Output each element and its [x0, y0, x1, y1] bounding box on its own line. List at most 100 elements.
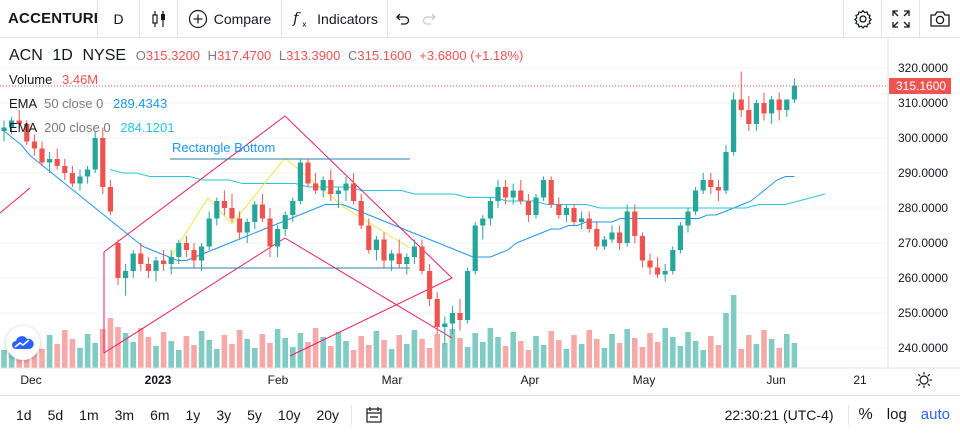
range-button-3m[interactable]: 3m [114, 406, 135, 423]
range-button-5d[interactable]: 5d [47, 406, 64, 423]
candle-body [69, 173, 75, 184]
chart-type-button[interactable] [140, 0, 178, 38]
legend-open-label: O [135, 48, 146, 63]
volume-bar [229, 344, 235, 368]
candle-body [571, 208, 577, 222]
time-axis: Dec 2023 Feb Mar Apr May Jun 21 [20, 373, 867, 387]
bottom-divider [351, 404, 353, 425]
volume-bar [404, 344, 410, 368]
compare-button[interactable]: Compare [178, 0, 282, 38]
price-tick-label: 300.0000 [898, 131, 948, 145]
volume-bar [601, 348, 608, 368]
volume-bar [609, 334, 615, 368]
settings-button[interactable] [844, 0, 882, 38]
legend-open-value: 315.3200 [145, 48, 201, 63]
candle-body [761, 103, 767, 114]
candle-body [563, 208, 569, 215]
range-button-1y[interactable]: 1y [185, 406, 201, 423]
range-button-1m[interactable]: 1m [79, 406, 99, 423]
volume-bar [39, 349, 45, 368]
percent-toggle[interactable]: % [858, 405, 873, 423]
volume-bar [145, 337, 152, 368]
legend-volume-row[interactable]: Volume 3.46M [9, 68, 523, 92]
range-button-6m[interactable]: 6m [150, 406, 170, 423]
candle-body [138, 253, 144, 264]
legend-ema50-label: EMA [9, 96, 37, 111]
legend-ema200-row[interactable]: EMA 200 close 0 284.1201 [9, 116, 523, 140]
time-tick-label: Apr [521, 373, 540, 387]
candle-body [442, 323, 448, 327]
log-toggle[interactable]: log [886, 406, 907, 423]
range-button-10y[interactable]: 10y [277, 406, 301, 423]
candle-body [47, 159, 53, 163]
settings-sun-icon [919, 375, 929, 385]
compare-label: Compare [213, 10, 272, 27]
chart-logo[interactable] [6, 326, 40, 360]
chart-legend: ACN 1D NYSE O315.3200 H317.4700 L313.390… [9, 44, 523, 140]
bottom-divider-2 [847, 404, 849, 425]
volume-bar [115, 327, 121, 368]
interval-button[interactable]: D [98, 0, 140, 38]
volume-bar [312, 328, 319, 368]
auto-toggle[interactable]: auto [920, 406, 950, 423]
ema200-line [109, 169, 826, 209]
volume-bar [388, 349, 395, 368]
range-button-20y[interactable]: 20y [316, 406, 340, 423]
candle-body [480, 218, 486, 226]
candle-body [670, 250, 676, 271]
volume-bar [343, 341, 349, 368]
candle-body [275, 229, 281, 247]
candle-body [472, 225, 478, 271]
fullscreen-button[interactable] [882, 0, 920, 38]
legend-ema50-row[interactable]: EMA 50 close 0 289.4343 [9, 92, 523, 116]
legend-volume-value: 3.46M [62, 72, 99, 87]
candle-body [746, 110, 752, 124]
legend-ema50-params: 50 close 0 [44, 96, 104, 111]
volume-bar [214, 349, 220, 368]
volume-bar [571, 335, 577, 368]
candle-body [449, 313, 455, 324]
symbol-search[interactable]: ACCENTURE [0, 0, 98, 38]
range-button-5y[interactable]: 5y [247, 406, 262, 423]
clock[interactable]: 22:30:21 (UTC-4) [724, 406, 834, 423]
undo-button[interactable] [388, 0, 416, 38]
candle-body [290, 201, 296, 215]
candle-body [373, 239, 379, 250]
candle-body [366, 225, 372, 250]
volume-bar [738, 349, 744, 368]
candle-body [343, 183, 349, 191]
volume-bar [122, 333, 129, 368]
candle-body [396, 253, 402, 264]
range-button-1d[interactable]: 1d [16, 406, 32, 423]
volume-bar [252, 348, 258, 368]
volume-bar [373, 331, 380, 368]
legend-change: +3.6800 (+1.18%) [419, 48, 524, 63]
volume-bar [753, 344, 760, 368]
legend-ema50-value: 289.4343 [112, 96, 168, 111]
volume-bar [556, 340, 562, 368]
price-tick-label: 310.0000 [898, 96, 948, 110]
candle-body [434, 299, 440, 327]
volume-bar [411, 330, 418, 368]
snapshot-button[interactable] [920, 0, 960, 38]
volume-bar [502, 346, 509, 368]
volume-bar [708, 336, 714, 368]
volume-bar [624, 329, 630, 368]
redo-button[interactable] [416, 0, 444, 38]
calendar-range-icon [366, 406, 382, 423]
legend-ticker: ACN [9, 47, 43, 64]
redo-icon [422, 13, 436, 25]
date-range-button[interactable] [360, 396, 388, 434]
candle-body [541, 180, 547, 198]
candle-body [92, 138, 98, 170]
time-axis-settings-button[interactable] [916, 372, 932, 388]
undo-icon [396, 13, 410, 25]
volume-bar [480, 342, 486, 368]
volume-bar [487, 328, 494, 368]
range-button-3y[interactable]: 3y [216, 406, 232, 423]
volume-bar [563, 349, 570, 368]
price-chart[interactable]: Rectangle Bottom 320.0000 310.0000 300.000… [0, 38, 960, 395]
price-tick-label: 260.0000 [898, 271, 948, 285]
